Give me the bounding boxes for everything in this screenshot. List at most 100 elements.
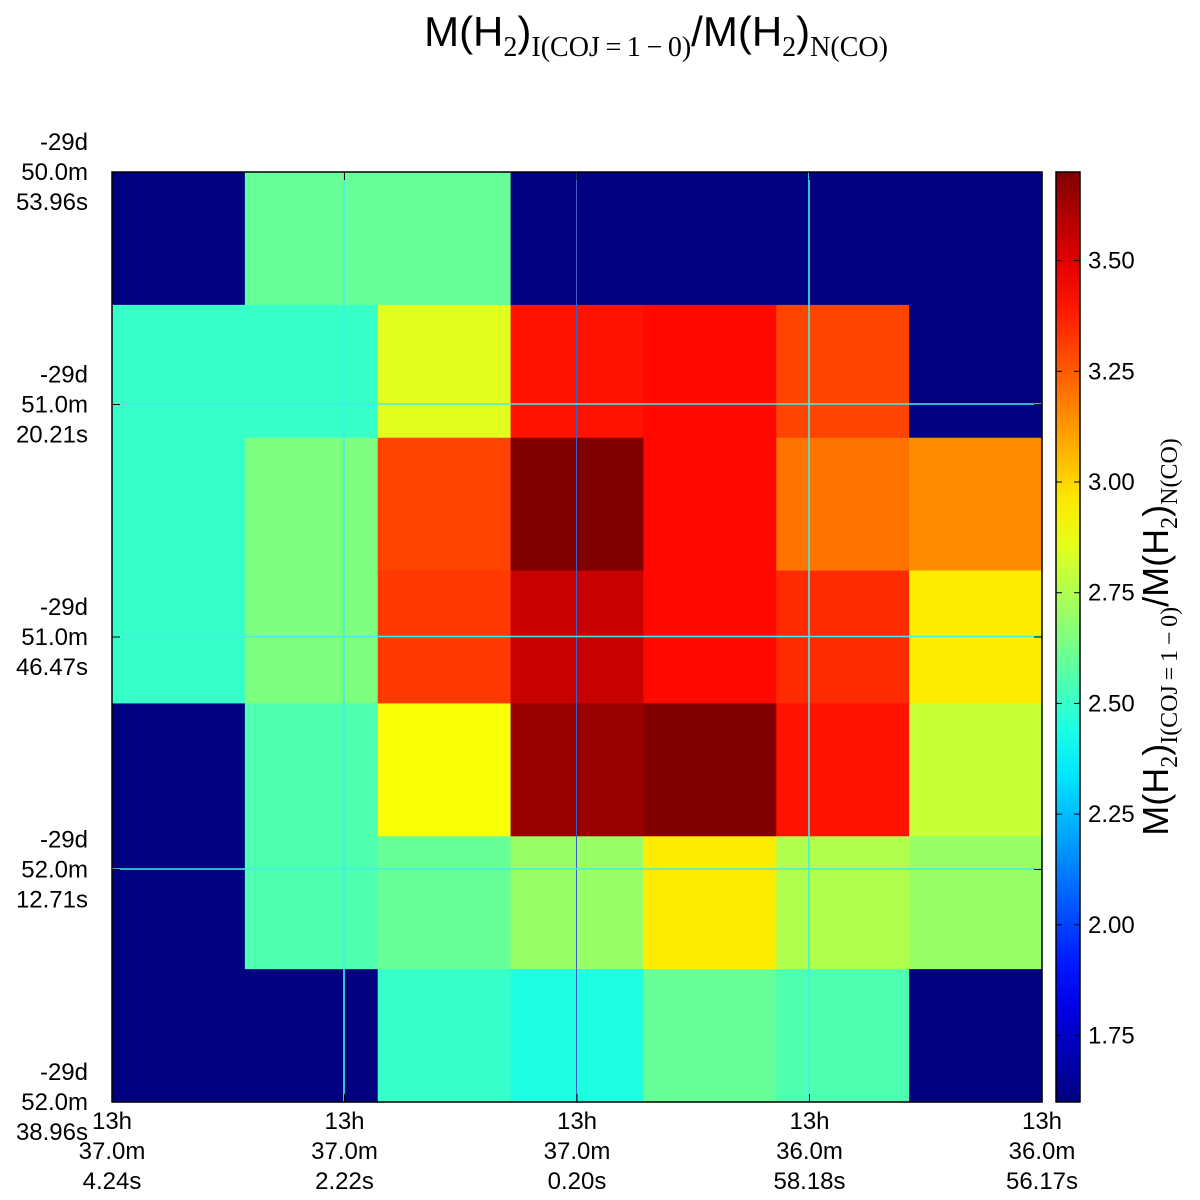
x-tick-label: 0.20s (548, 1168, 607, 1195)
heatmap-cell-r1-c1 (244, 304, 379, 439)
y-tick-label: 51.0m (21, 624, 88, 651)
x-tick-label: 13h (1022, 1108, 1062, 1135)
heatmap-cell-r2-c2 (377, 437, 512, 572)
heatmap-cell-r4-c3 (510, 703, 645, 837)
heatmap-cell-r2-c0 (112, 437, 246, 572)
heatmap-cell-r6-c5 (776, 969, 910, 1103)
heatmap-cell-r2-c6 (909, 437, 1043, 572)
heatmap-cell-r0-c3 (510, 172, 645, 306)
x-tick-label: 2.22s (315, 1168, 374, 1195)
heatmap-cell-r1-c6 (909, 304, 1043, 439)
heatmap-cell-r6-c0 (112, 969, 246, 1103)
label-text: ) (1135, 505, 1176, 517)
colorbar-tick-label: 3.00 (1088, 469, 1135, 496)
label-subscript: 2 (782, 32, 796, 63)
label-text: M(H (424, 8, 503, 55)
x-axis-ticks: 13h 37.0m 4.24s 13h 37.0m 2.22s 13h 37.0m 0.20s 1… (79, 172, 1078, 1195)
heatmap-cell-r6-c4 (643, 969, 777, 1103)
chart-title: M(H2)I(COJ = 1 − 0)/M(H2)N(CO) (424, 8, 888, 63)
label-text: ) (796, 8, 810, 55)
heatmap-cell-r0-c1 (244, 172, 379, 306)
y-tick-label: 51.0m (21, 392, 88, 419)
y-tick-label: 52.0m (21, 857, 88, 884)
heatmap-cell-r2-c1 (244, 437, 379, 572)
y-tick-label: 46.47s (16, 654, 88, 681)
label-subscript: I(COJ = 1 − 0) (1157, 607, 1183, 744)
heatmap-cell-r5-c3 (510, 836, 645, 970)
heatmap-cell-r3-c0 (112, 570, 246, 705)
heatmap-cell-r5-c4 (643, 836, 777, 970)
y-tick-label: 50.0m (21, 159, 88, 186)
x-tick-label: 13h (92, 1108, 132, 1135)
colorbar-tick-label: 2.00 (1088, 912, 1135, 939)
y-tick-label: 53.96s (16, 189, 88, 216)
heatmap-cells (112, 172, 1043, 1103)
colorbar-tick-label: 1.75 (1088, 1023, 1135, 1050)
coordinate-grid (112, 172, 1042, 1102)
y-tick-label: 38.96s (16, 1119, 88, 1146)
y-tick-label: -29d (40, 827, 88, 854)
heatmap-cell-r6-c3 (510, 969, 645, 1103)
label-text: ) (517, 8, 531, 55)
heatmap-cell-r4-c6 (909, 703, 1043, 837)
label-subscript: I(COJ = 1 − 0) (531, 32, 691, 63)
heatmap-cell-r0-c4 (643, 172, 777, 306)
heatmap-cell-r5-c2 (377, 836, 512, 970)
x-tick-label: 56.17s (1006, 1168, 1078, 1195)
label-subscript: N(CO) (810, 32, 888, 63)
label-text: /M(H (691, 8, 782, 55)
x-tick-label: 37.0m (79, 1138, 146, 1165)
x-tick-label: 4.24s (83, 1168, 142, 1195)
heatmap-cell-r5-c1 (244, 836, 379, 970)
y-tick-label: 52.0m (21, 1089, 88, 1116)
colorbar-tick-label: 2.25 (1088, 801, 1135, 828)
x-tick-label: 13h (324, 1108, 364, 1135)
x-tick-label: 13h (789, 1108, 829, 1135)
heatmap-cell-r1-c2 (377, 304, 512, 439)
colorbar-tick-label: 2.75 (1088, 580, 1135, 607)
colorbar-tick-label: 3.25 (1088, 358, 1135, 385)
y-tick-label: -29d (40, 1059, 88, 1086)
heatmap-cell-r6-c2 (377, 969, 512, 1103)
heatmap-cell-r0-c5 (776, 172, 910, 306)
heatmap-cell-r4-c2 (377, 703, 512, 837)
y-tick-label: -29d (40, 362, 88, 389)
heatmap-cell-r3-c5 (776, 570, 910, 705)
colorbar-ticks: 1.75 2.00 2.25 2.50 2.75 3.00 3.25 3.50 (1056, 248, 1135, 1050)
heatmap-cell-r4-c0 (112, 703, 246, 837)
x-tick-label: 36.0m (776, 1138, 843, 1165)
heatmap-cell-r3-c4 (643, 570, 777, 705)
heatmap-cell-r0-c2 (377, 172, 512, 306)
heatmap-cell-r5-c0 (112, 836, 246, 970)
heatmap-cell-r1-c4 (643, 304, 777, 439)
heatmap-cell-r4-c4 (643, 703, 777, 837)
heatmap-cell-r3-c6 (909, 570, 1043, 705)
y-tick-label: -29d (40, 594, 88, 621)
heatmap-cell-r5-c5 (776, 836, 910, 970)
y-axis-ticks: -29d 50.0m 53.96s -29d 51.0m 20.21s -29d 51.0m 4… (16, 129, 1042, 1146)
x-tick-label: 13h (557, 1108, 597, 1135)
x-tick-label: 58.18s (773, 1168, 845, 1195)
label-subscript: 2 (1157, 517, 1183, 529)
x-tick-label: 37.0m (311, 1138, 378, 1165)
heatmap-cell-r3-c1 (244, 570, 379, 705)
label-subscript: N(CO) (1157, 438, 1183, 505)
colorbar (1055, 171, 1081, 1103)
heatmap-cell-r2-c5 (776, 437, 910, 572)
heatmap-cell-r3-c2 (377, 570, 512, 705)
heatmap-cell-r0-c6 (909, 172, 1043, 306)
heatmap-cell-r1-c0 (112, 304, 246, 439)
label-subscript: 2 (503, 32, 517, 63)
label-text: /M(H (1135, 529, 1176, 607)
x-tick-label: 37.0m (544, 1138, 611, 1165)
colorbar-tick-label: 2.50 (1088, 690, 1135, 717)
heatmap-cell-r6-c6 (909, 969, 1043, 1103)
y-tick-label: -29d (40, 129, 88, 156)
heatmap-cell-r2-c4 (643, 437, 777, 572)
heatmap-cell-r4-c5 (776, 703, 910, 837)
label-text: M(H (1135, 768, 1176, 836)
heatmap-cell-r0-c0 (112, 172, 246, 306)
label-subscript: 2 (1157, 756, 1183, 768)
